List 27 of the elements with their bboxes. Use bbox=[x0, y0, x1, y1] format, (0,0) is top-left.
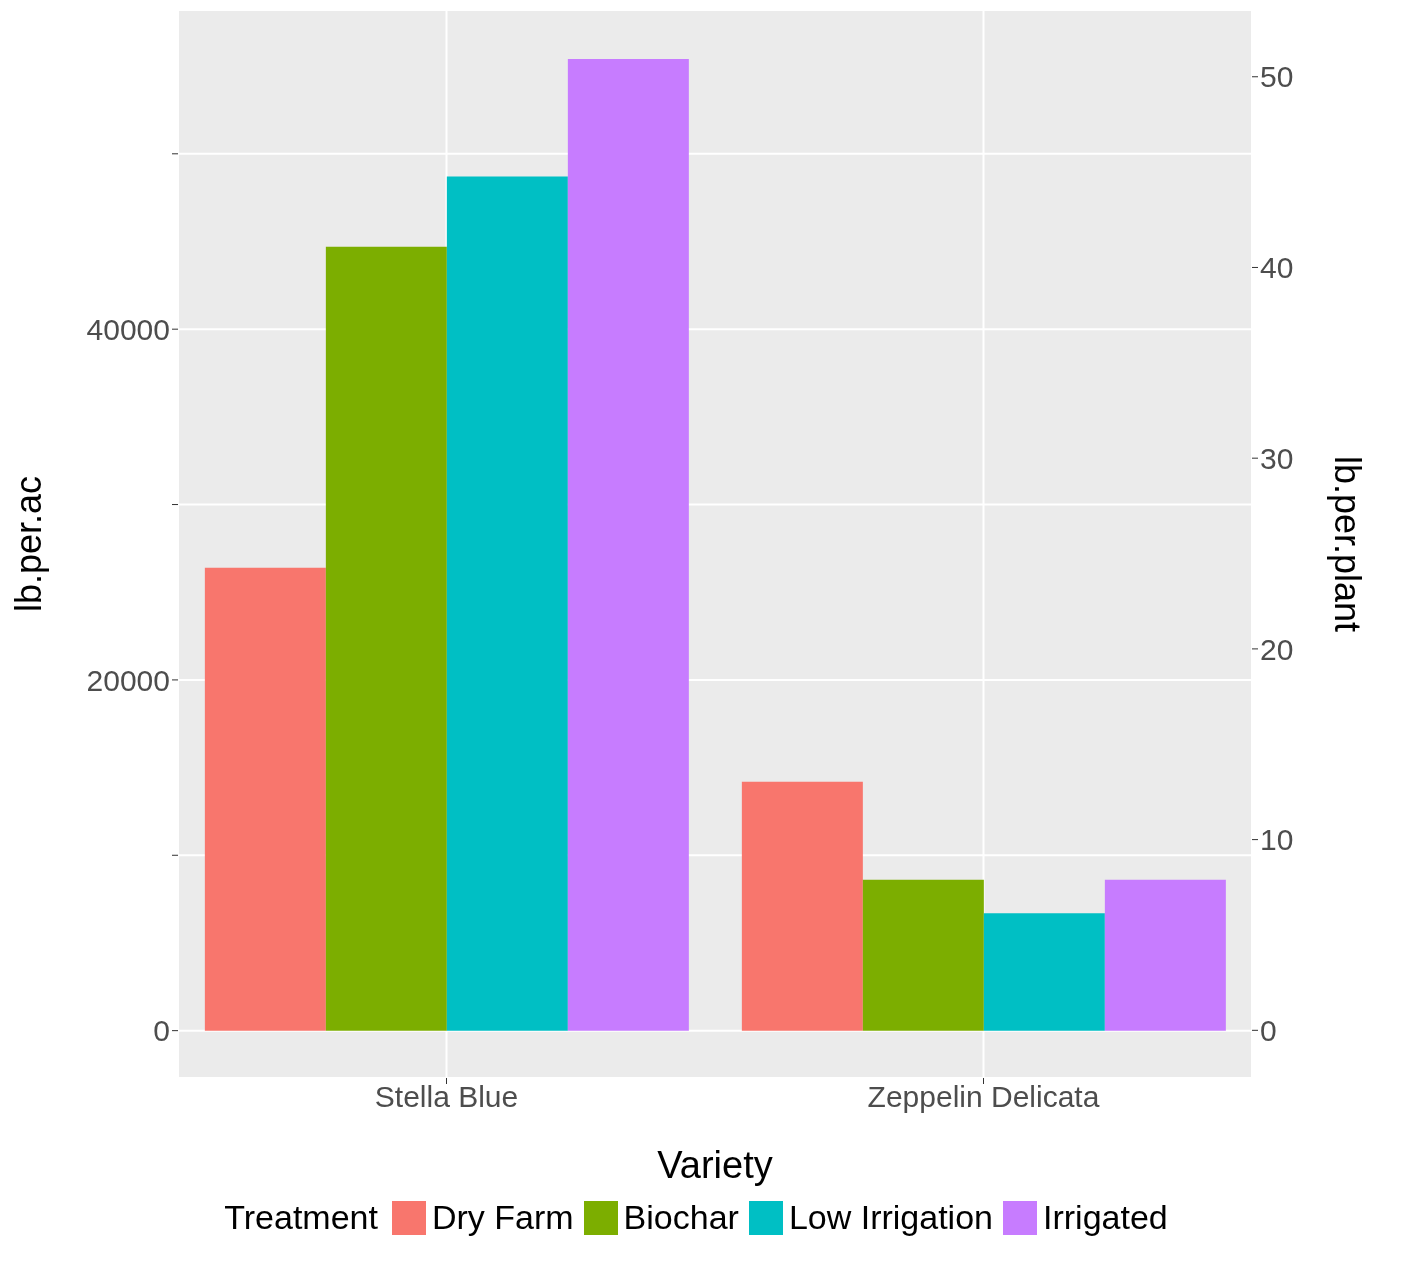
y2-tick-label: 20 bbox=[1260, 632, 1294, 666]
bar bbox=[567, 59, 689, 1031]
y2-tick-label: 30 bbox=[1260, 441, 1294, 475]
y2-tick-label: 40 bbox=[1260, 251, 1294, 285]
y-tick-label: 0 bbox=[153, 1014, 170, 1048]
bar bbox=[446, 176, 568, 1031]
x-tick-label: Zeppelin Delicata bbox=[867, 1080, 1100, 1114]
x-axis-title: Variety bbox=[657, 1144, 773, 1186]
legend-label: Biochar bbox=[623, 1198, 739, 1237]
y-tick-label: 40000 bbox=[86, 312, 170, 346]
bar bbox=[741, 781, 863, 1031]
legend-label: Dry Farm bbox=[431, 1198, 574, 1237]
y2-axis-title: lb.per.plant bbox=[1327, 455, 1369, 633]
legend-label: Low Irrigation bbox=[788, 1198, 993, 1237]
x-tick-label: Stella Blue bbox=[374, 1080, 519, 1114]
bar bbox=[204, 567, 326, 1031]
y-tick-label: 20000 bbox=[86, 663, 170, 697]
bar bbox=[983, 913, 1105, 1031]
y2-tick-label: 0 bbox=[1260, 1013, 1277, 1047]
bar bbox=[862, 879, 984, 1031]
legend-label: Irrigated bbox=[1043, 1198, 1168, 1237]
y2-tick-label: 10 bbox=[1260, 823, 1294, 857]
legend-title: Treatment bbox=[224, 1198, 378, 1237]
bar bbox=[325, 246, 447, 1031]
y-axis-title: lb.per.ac bbox=[7, 475, 49, 613]
y2-tick-label: 50 bbox=[1260, 60, 1294, 94]
bar bbox=[1104, 879, 1226, 1031]
